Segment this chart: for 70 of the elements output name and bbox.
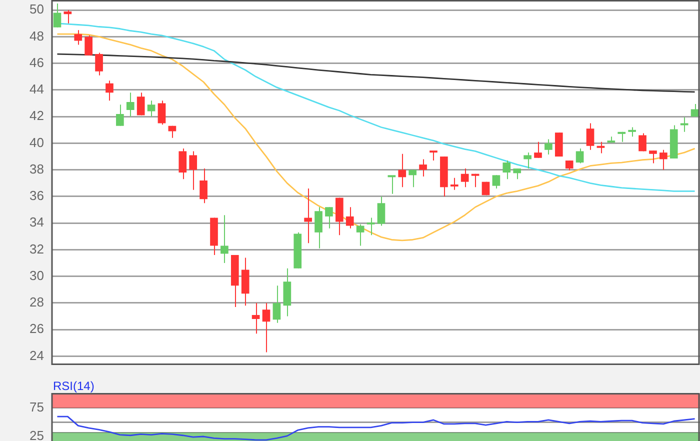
candlestick: [116, 104, 124, 126]
candlestick: [680, 116, 688, 132]
candlestick: [136, 92, 145, 116]
candlestick: [660, 149, 668, 170]
candlestick: [586, 122, 594, 150]
candlestick: [272, 285, 281, 324]
candlestick: [241, 257, 250, 306]
y-tick-label: 42: [30, 108, 44, 124]
candlestick: [126, 92, 134, 118]
candlestick: [53, 2, 62, 28]
candlestick: [596, 141, 605, 154]
y-tick-label: 44: [30, 82, 44, 97]
candlestick: [336, 197, 344, 236]
candlestick: [84, 34, 92, 56]
y-tick-label: 40: [30, 134, 44, 150]
candlestick: [502, 160, 511, 180]
candlestick: [430, 150, 438, 162]
candlestick: [408, 169, 416, 188]
candlestick: [189, 150, 198, 190]
candlestick: [304, 188, 312, 244]
candlestick: [460, 168, 469, 188]
candlestick: [178, 148, 187, 180]
candlestick: [398, 153, 406, 188]
candlestick: [283, 268, 292, 317]
candlestick: [252, 302, 260, 334]
candlestick: [377, 196, 386, 226]
candlestick: [346, 206, 354, 229]
y-tick-label: 32: [30, 241, 44, 256]
candlestick: [638, 132, 646, 152]
candlestick: [649, 150, 657, 164]
candlestick: [262, 302, 270, 353]
candlestick: [64, 10, 72, 24]
y-tick-label: 25: [30, 428, 44, 441]
candlestick: [106, 80, 114, 102]
candlestick: [576, 148, 584, 164]
candlestick: [74, 30, 82, 46]
candlestick: [314, 206, 322, 249]
y-tick-label: 36: [30, 188, 44, 204]
candlestick: [544, 138, 552, 156]
candlestick: [690, 103, 699, 118]
candlestick: [565, 160, 574, 172]
y-tick-label: 26: [30, 321, 44, 336]
candlestick: [158, 100, 166, 126]
candlestick: [450, 177, 458, 190]
chart-title: RSI(14): [53, 379, 94, 394]
y-tick-label: 46: [30, 54, 44, 70]
y-tick-label: 75: [30, 400, 44, 415]
candlestick: [220, 214, 228, 264]
y-tick-label: 48: [30, 28, 44, 44]
candlestick: [534, 141, 542, 158]
candlestick: [471, 173, 480, 188]
candlestick: [492, 174, 500, 189]
y-tick-label: 38: [30, 161, 44, 176]
candlestick: [325, 206, 333, 229]
candlestick: [200, 168, 208, 204]
candlestick: [356, 224, 364, 246]
candlestick: [95, 52, 103, 76]
candlestick: [554, 132, 563, 158]
y-tick-label: 28: [30, 294, 44, 310]
y-tick-label: 24: [30, 348, 44, 363]
candlestick: [147, 100, 156, 118]
candlestick: [524, 152, 532, 170]
candlestick: [419, 158, 427, 178]
candlestick: [628, 126, 636, 138]
y-tick-label: 50: [30, 2, 44, 17]
y-tick-label: 34: [30, 214, 44, 230]
candlestick: [388, 175, 396, 194]
candlestick: [366, 217, 375, 236]
y-tick-label: 30: [30, 268, 44, 283]
candlestick: [513, 168, 522, 180]
